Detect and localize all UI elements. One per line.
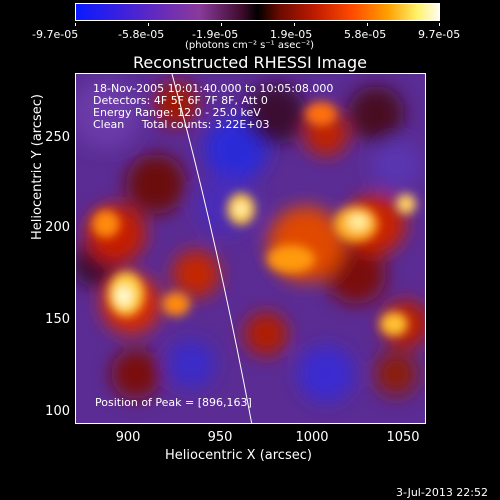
y-tick-label: 250 [45,130,70,145]
peak-position: Position of Peak = [896,163] [95,396,252,409]
info-time-range: 18-Nov-2005 10:01:40.000 to 10:05:08.000 [93,82,334,95]
info-detectors: Detectors: 4F 5F 6F 7F 8F, Att 0 [93,94,268,107]
y-tick-label: 200 [45,220,70,235]
solar-image [75,73,426,424]
generation-date: 3-Jul-2013 22:52 [396,486,489,499]
solar-image-rendering [76,74,425,423]
colorbar-units: (photons cm⁻² s⁻¹ asec⁻²) [185,40,315,51]
info-energy-range: Energy Range: 12.0 - 25.0 keV [93,106,261,119]
y-axis-label: Heliocentric Y (arcsec) [30,94,45,240]
x-tick-label: 1000 [295,430,329,445]
colorbar-tick-label: 5.8e-05 [344,28,387,41]
colorbar-tick-label: -1.9e-05 [192,28,239,41]
x-tick-label: 900 [115,430,141,445]
info-counts: Clean Total counts: 3.22E+03 [93,118,270,131]
colorbar-tick-label: 1.9e-05 [270,28,313,41]
image-title: Reconstructed RHESSI Image [133,53,367,72]
colorbar [75,3,440,21]
x-axis-label: Heliocentric X (arcsec) [165,448,312,463]
colorbar-tick-label: -5.8e-05 [118,28,165,41]
colorbar-tick-label: 9.7e-05 [418,28,461,41]
x-tick-label: 1050 [386,430,420,445]
x-tick-label: 950 [207,430,233,445]
y-tick-label: 150 [45,312,70,327]
y-tick-label: 100 [45,404,70,419]
colorbar-tick-label: -9.7e-05 [32,28,79,41]
